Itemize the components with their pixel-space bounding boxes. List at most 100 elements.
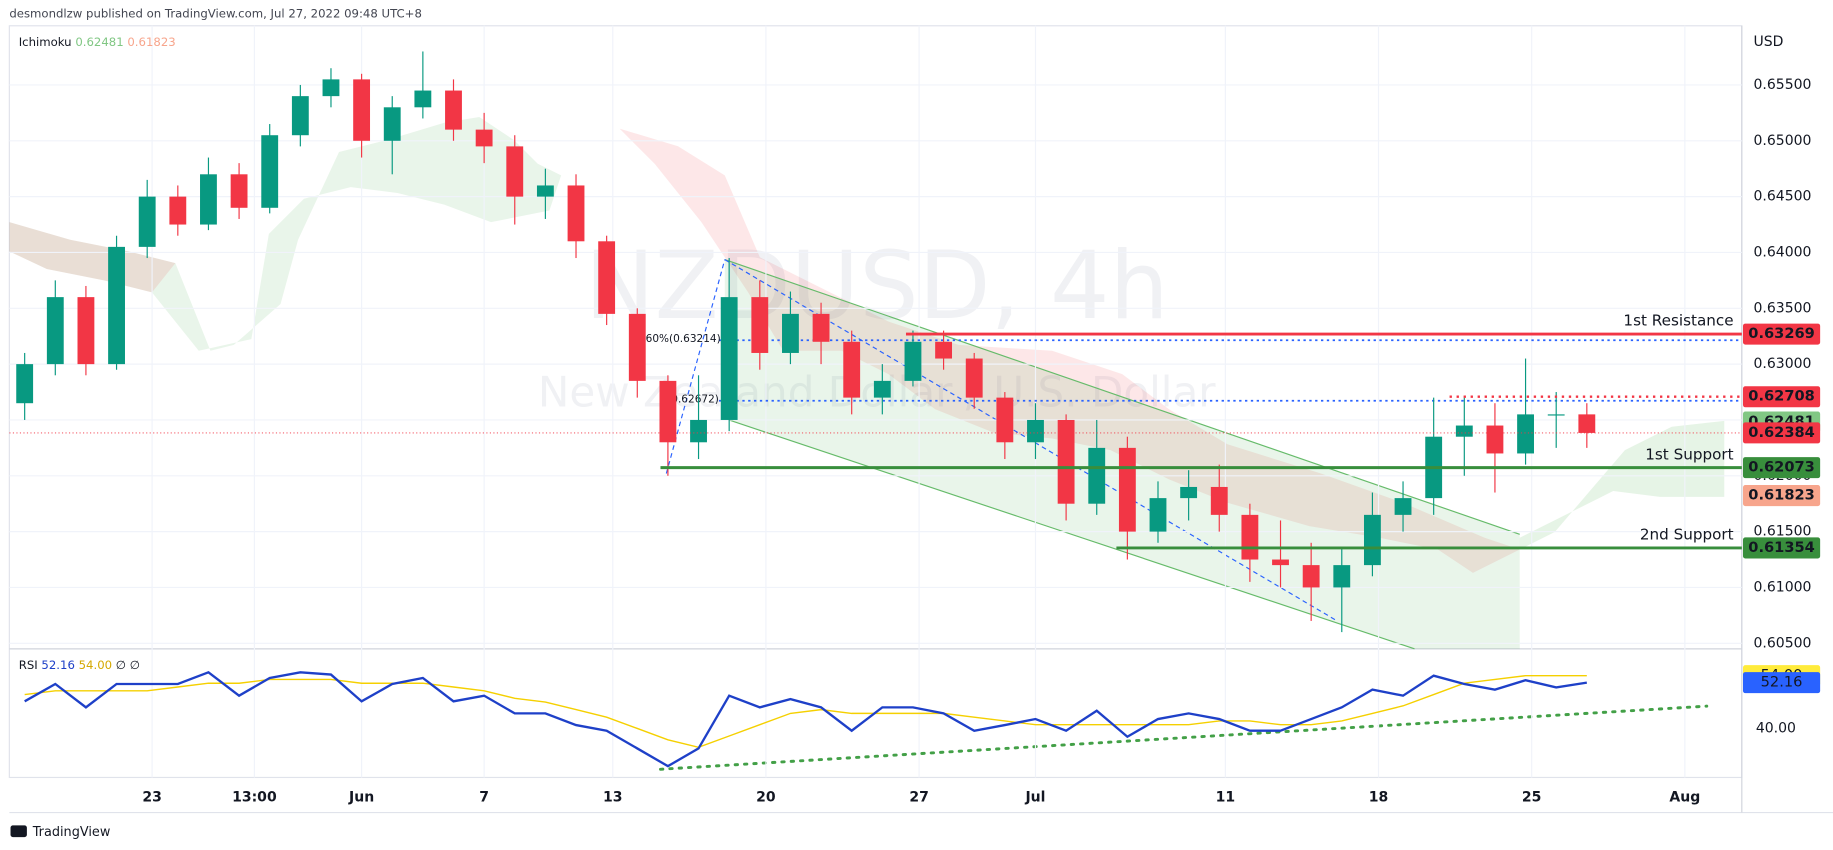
x-tick-label: Jun (348, 789, 374, 805)
rsi-line (24, 674, 1587, 749)
candle-body (383, 107, 401, 141)
indicator-tag-bg (1742, 485, 1821, 507)
level-tag-bg (1742, 323, 1821, 345)
brand: TradingView (10, 825, 111, 840)
ichimoku-cloud-bear (9, 222, 176, 293)
x-tick-label: 13 (603, 789, 623, 805)
candle-body (230, 174, 248, 208)
candle-body (812, 313, 830, 342)
candle-body (445, 90, 462, 130)
y-tick-label: 0.61000 (1754, 579, 1812, 595)
rsi-trendline (659, 704, 1709, 771)
candle-body (873, 380, 891, 398)
y-tick-label: 0.64000 (1754, 244, 1812, 260)
level-label: 1st Support (1645, 445, 1733, 463)
candle-body (720, 297, 738, 420)
brand-name: TradingView (32, 825, 111, 840)
channel-upper (724, 259, 1520, 535)
y-tick-label: 0.60500 (1754, 635, 1812, 651)
rsi-params: ∅ ∅ (116, 658, 140, 672)
level-label: 1st Resistance (1623, 312, 1733, 330)
level-tag-bg (1742, 457, 1821, 479)
candle-body (16, 364, 34, 404)
rsi-title: RSI (19, 658, 38, 672)
x-tick-label: Jul (1024, 789, 1045, 805)
currency-label: USD (1754, 34, 1784, 50)
candle-body (843, 341, 861, 398)
candle-body (1578, 414, 1596, 433)
level-tag: 0.61354 (1748, 539, 1815, 556)
indicator-legend: Ichimoku 0.62481 0.61823 (19, 35, 176, 49)
x-tick-label: 11 (1216, 789, 1236, 805)
candle-body (1455, 425, 1473, 437)
indicator-value: 0.62481 (75, 35, 123, 49)
last-price-tag-bg (1742, 422, 1821, 444)
candle-body (291, 96, 309, 136)
rsi-legend: RSI 52.16 54.00 ∅ ∅ (19, 658, 140, 672)
candle-body (1547, 414, 1565, 416)
x-tick-label: 20 (756, 789, 776, 805)
candle-body (536, 185, 554, 197)
level-tag: 0.62073 (1748, 459, 1815, 476)
y-tick-label: 0.61500 (1754, 524, 1812, 540)
candle-body (1027, 419, 1044, 443)
candle-body (322, 79, 340, 97)
rsi-value: 52.16 (41, 658, 74, 672)
candle-body (690, 419, 707, 443)
fib-label: 78.60%(0.63214) (629, 333, 721, 345)
candle-body (996, 397, 1014, 443)
indicator-name: Ichimoku (19, 35, 72, 49)
rsi-tag-bg (1742, 672, 1821, 694)
rsi-ma-value: 54.00 (79, 658, 112, 672)
rsi-tick-label: 40.00 (1756, 720, 1796, 736)
level-tag: 0.63269 (1748, 325, 1815, 342)
rsi-line (24, 670, 1588, 768)
level-tag-bg (1742, 537, 1821, 559)
candle-body (567, 185, 585, 242)
x-tick-label: 7 (479, 789, 489, 805)
level-label: 2nd Support (1640, 526, 1734, 544)
y-tick-label: 0.65500 (1754, 77, 1812, 93)
x-tick-label: 23 (142, 789, 162, 805)
brand-logo (10, 825, 27, 838)
last-price-tag: 0.62384 (1748, 424, 1815, 441)
y-tick-label: 0.65000 (1754, 133, 1812, 149)
publisher-note: desmondlzw published on TradingView.com,… (9, 7, 422, 21)
candle-body (1088, 447, 1106, 504)
candle-body (965, 358, 983, 398)
level-tag: 0.62708 (1748, 388, 1815, 405)
candle-body (904, 341, 922, 381)
candle-body (1149, 498, 1167, 532)
indicator-value: 0.61823 (127, 35, 175, 49)
candle-body (935, 341, 953, 359)
candle-body (1210, 486, 1228, 515)
candle-body (1180, 486, 1198, 499)
candle-body (414, 90, 432, 108)
candle-body (1517, 414, 1534, 454)
level-tag-bg (1742, 386, 1821, 408)
candle-body (108, 246, 125, 365)
candle-body (628, 313, 646, 381)
watermark-symbol: NZDUSD, 4h (585, 232, 1169, 341)
candle-body (1272, 559, 1289, 566)
candle-body (353, 79, 371, 141)
candle-body (751, 297, 769, 353)
x-tick-label: Aug (1669, 789, 1700, 805)
ichimoku-cloud-bear (619, 128, 1520, 573)
candle-body (169, 196, 187, 225)
channel-lower (724, 418, 1415, 650)
candle-body (77, 297, 95, 365)
x-tick-label: 18 (1369, 789, 1389, 805)
candle-body (1363, 514, 1381, 566)
rsi-tag: 52.16 (1761, 674, 1803, 691)
x-tick-label: 13:00 (232, 789, 277, 805)
x-tick-label: 27 (909, 789, 929, 805)
y-tick-label: 0.63500 (1754, 300, 1812, 316)
ichimoku-cloud-bull (9, 116, 562, 351)
candle-body (1118, 447, 1136, 532)
x-tick-label: 25 (1522, 789, 1542, 805)
candle-body (659, 380, 677, 443)
candle-body (200, 174, 217, 225)
candle-body (1333, 565, 1351, 588)
